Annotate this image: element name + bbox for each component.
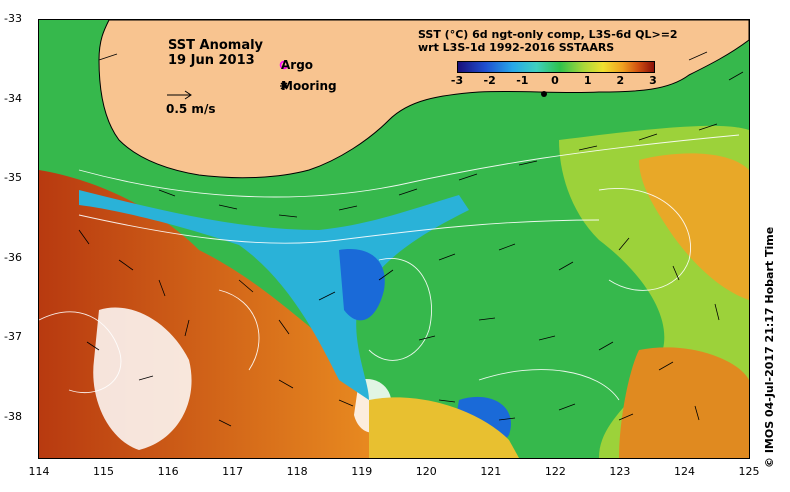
latitude-tick-label: -33 (4, 12, 22, 25)
warm-anomaly-east (639, 153, 749, 300)
longitude-tick-label: 120 (415, 465, 437, 478)
cool-anomaly-band (79, 190, 469, 400)
colorbar-tick-label: -2 (483, 74, 496, 87)
sst-map (38, 19, 750, 459)
longitude-tick-label: 116 (157, 465, 179, 478)
colorbar-tick-label: 3 (649, 74, 657, 87)
colorbar-tick-label: 1 (583, 74, 592, 87)
map-title: SST Anomaly 19 Jun 2013 (168, 38, 263, 68)
sst-map-canvas (39, 20, 749, 458)
map-title-line1: SST Anomaly (168, 38, 264, 53)
colorbar-tick-label: 2 (616, 74, 625, 87)
colorbar-title-line2: wrt L3S-1d 1992-2016 SSTAARS (418, 41, 615, 54)
argo-marker-icon (279, 60, 289, 70)
cool-anomaly-core (339, 249, 385, 321)
legend-mooring-label: Mooring (281, 79, 337, 93)
longitude-tick-label: 125 (738, 465, 760, 478)
colorbar-tick-label: -3 (450, 74, 464, 87)
warm-anomaly-south (369, 397, 519, 458)
longitude-tick-label: 124 (673, 465, 695, 478)
colorbar-tick-label: -1 (516, 74, 529, 87)
longitude-tick-label: 121 (480, 465, 502, 478)
ssh-contours (39, 134, 740, 401)
land-mass (98, 20, 749, 179)
legend-argo-label: Argo (281, 58, 314, 72)
longitude-tick-label: 115 (93, 465, 115, 478)
longitude-tick-label: 123 (609, 465, 631, 478)
map-title-line2: 19 Jun 2013 (168, 53, 255, 68)
longitude-tick-label: 119 (351, 465, 373, 478)
colorbar (457, 61, 655, 73)
mooring-marker-icon (280, 82, 288, 90)
mooring-location-icon (541, 91, 547, 97)
latitude-tick-label: -38 (4, 409, 22, 423)
colorbar-title-line1: SST (°C) 6d ngt-only comp, L3S-6d QL>=2 (418, 28, 678, 41)
longitude-tick-label: 117 (222, 465, 244, 478)
longitude-tick-label: 114 (28, 465, 50, 478)
longitude-tick-label: 122 (544, 465, 566, 478)
latitude-tick-label: -36 (4, 250, 22, 264)
latitude-tick-label: -34 (4, 91, 22, 105)
credit-text: © IMOS 04-Jul-2017 21:17 Hobart Time (763, 226, 776, 468)
colorbar-tick-label: 0 (551, 74, 559, 87)
latitude-tick-label: -37 (4, 330, 22, 343)
latitude-tick-label: -35 (4, 171, 22, 184)
colorbar-title: SST (°C) 6d ngt-only comp, L3S-6d QL>=2 … (418, 28, 678, 54)
longitude-tick-label: 118 (286, 465, 308, 478)
velocity-arrows (78, 51, 744, 427)
scale-arrow-icon (167, 90, 192, 100)
warm-anomaly-southeast (619, 347, 749, 458)
scale-label: 0.5 m/s (166, 102, 216, 116)
